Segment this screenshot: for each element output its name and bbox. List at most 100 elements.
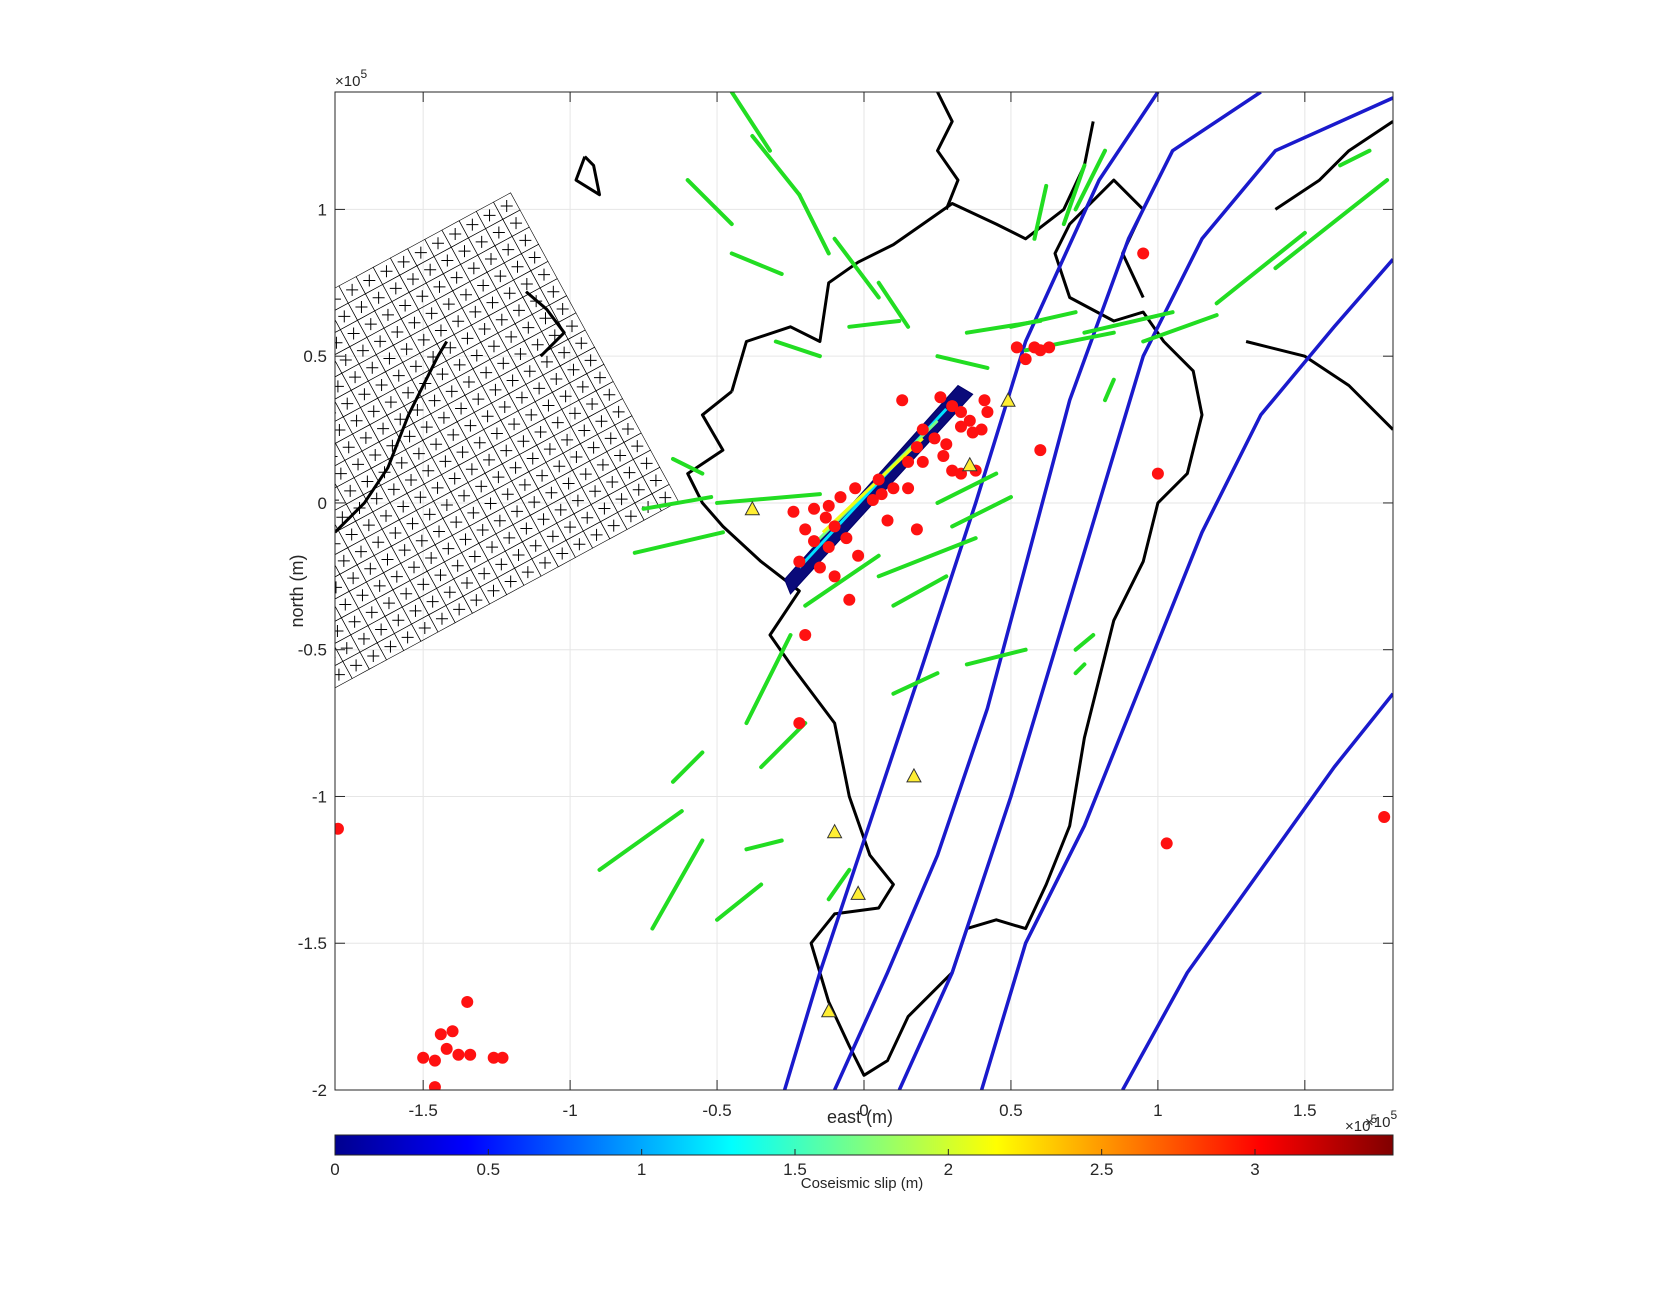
- coastline: [1274, 120, 1393, 211]
- mesh-center-marker: [372, 536, 385, 549]
- earthquake-point: [902, 455, 915, 468]
- mesh-cell: [335, 441, 336, 444]
- mesh-center-marker: [475, 235, 488, 248]
- mesh-cell: [245, 350, 272, 376]
- mesh-cell: [306, 584, 333, 610]
- mesh-center-marker: [412, 447, 425, 460]
- mesh-center-marker: [466, 218, 479, 231]
- displacement-vector: [773, 339, 822, 359]
- earthquake-point: [799, 629, 812, 642]
- x-tick-label: 0: [859, 1101, 868, 1120]
- mesh-center-marker: [596, 458, 609, 471]
- mesh-center-marker: [212, 446, 224, 458]
- displacement-vector: [803, 553, 881, 608]
- mesh-center-marker: [503, 531, 516, 544]
- earthquake-point: [828, 570, 841, 583]
- mesh-center-marker: [335, 625, 344, 638]
- mesh-center-marker: [288, 382, 300, 394]
- mesh-center-marker: [240, 497, 252, 509]
- mesh-center-marker: [487, 584, 500, 597]
- mesh-center-marker: [384, 396, 397, 409]
- colorbar-tick-label: 0.5: [477, 1160, 501, 1179]
- mesh-center-marker: [531, 338, 544, 351]
- mesh-center-marker: [257, 488, 269, 500]
- mesh-cell: [177, 387, 204, 414]
- displacement-vector: [832, 236, 881, 300]
- mesh-cell: [202, 351, 229, 378]
- mesh-cell: [248, 437, 275, 464]
- displacement-vector: [715, 882, 764, 922]
- mesh-center-marker: [394, 413, 407, 426]
- mesh-cell: [295, 523, 322, 550]
- mesh-center-marker: [342, 441, 355, 454]
- y-axis-exponent: ×105: [335, 67, 367, 90]
- mesh-center-marker: [391, 326, 404, 339]
- earthquake-point: [966, 426, 979, 439]
- mesh-center-marker: [193, 411, 205, 423]
- mesh-center-marker: [237, 410, 249, 422]
- mesh-cell: [230, 403, 257, 430]
- mesh-cell: [301, 453, 328, 480]
- mesh-center-marker: [455, 402, 468, 415]
- y-axis-ticks: -2 -1.5 -1 -0.5 0 0.5 1: [298, 200, 1393, 1100]
- mesh-center-marker: [526, 452, 539, 465]
- mesh-center-marker: [448, 472, 461, 485]
- mesh-center-marker: [318, 477, 330, 489]
- displacement-vector: [744, 838, 784, 852]
- earthquake-point: [963, 414, 976, 427]
- mesh-center-marker: [407, 561, 420, 574]
- mesh-center-marker: [470, 349, 483, 362]
- mesh-center-marker: [366, 361, 379, 374]
- mesh-center-marker: [192, 368, 204, 380]
- mesh-cell: [222, 429, 249, 455]
- mesh-cell: [237, 376, 263, 403]
- mesh-center-marker: [369, 449, 382, 462]
- mesh-center-marker: [450, 271, 463, 284]
- mesh-cell: [228, 359, 255, 386]
- mesh-center-marker: [537, 513, 550, 526]
- mesh-center-marker: [345, 528, 358, 541]
- mesh-center-marker: [561, 433, 574, 446]
- mesh-center-marker: [579, 468, 592, 481]
- earthquake-point: [1151, 467, 1164, 480]
- mesh-cell: [308, 383, 335, 410]
- mesh-center-marker: [573, 538, 586, 551]
- station-marker: [906, 767, 922, 783]
- mesh-center-marker: [245, 383, 257, 395]
- mesh-center-marker: [389, 282, 402, 295]
- mesh-cell: [232, 490, 259, 516]
- mesh-center-marker: [458, 489, 471, 502]
- mesh-center-marker: [428, 394, 441, 407]
- earthquake-point: [887, 482, 900, 495]
- mesh-center-marker: [341, 397, 354, 410]
- displacement-vector: [1073, 662, 1087, 676]
- mesh-cell: [240, 463, 266, 490]
- mesh-center-marker: [255, 444, 267, 456]
- displacement-vector: [715, 492, 822, 505]
- mesh-cell: [257, 454, 284, 480]
- mesh-center-marker: [336, 511, 349, 524]
- trench-contour-line: [782, 92, 1160, 1090]
- displacement-vector: [729, 251, 784, 276]
- coastline: [335, 340, 448, 534]
- colorbar-tick-label: 2.5: [1090, 1160, 1114, 1179]
- mesh-center-marker: [315, 390, 327, 402]
- earthquake-point: [916, 455, 929, 468]
- mesh-center-marker: [335, 467, 347, 480]
- earthquake-point: [937, 449, 950, 462]
- mesh-center-marker: [290, 426, 302, 438]
- mesh-center-marker: [431, 481, 444, 494]
- mesh-center-marker: [262, 374, 274, 386]
- mesh-center-marker: [453, 603, 466, 616]
- mesh-center-marker: [235, 366, 247, 378]
- mesh-center-marker: [340, 642, 353, 655]
- mesh-center-marker: [468, 550, 481, 563]
- mesh-center-marker: [473, 436, 486, 449]
- earthquake-point: [446, 1025, 459, 1038]
- mesh-cell: [298, 365, 325, 391]
- mesh-center-marker: [586, 398, 599, 411]
- mesh-center-marker: [525, 408, 538, 421]
- trench-contour-line: [833, 92, 1262, 1090]
- mesh-center-marker: [420, 421, 433, 434]
- mesh-cell: [260, 541, 287, 568]
